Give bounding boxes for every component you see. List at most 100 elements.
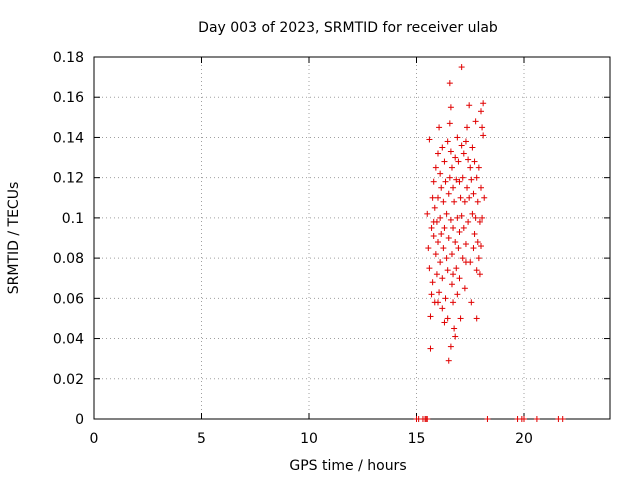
- data-point: [473, 267, 480, 274]
- data-point: [444, 138, 451, 145]
- data-point: [441, 224, 448, 231]
- data-point: [474, 239, 481, 246]
- data-point: [462, 259, 469, 266]
- data-point: [469, 210, 476, 217]
- data-point: [439, 305, 446, 312]
- data-point: [461, 198, 468, 205]
- data-point: [439, 144, 446, 151]
- data-point: [466, 194, 473, 201]
- data-point: [446, 120, 453, 127]
- x-tick-label: 15: [408, 431, 426, 447]
- data-point: [459, 255, 466, 262]
- data-point: [470, 245, 477, 252]
- data-point: [429, 194, 436, 201]
- data-point: [447, 148, 454, 155]
- data-point: [462, 241, 469, 248]
- data-point: [438, 230, 445, 237]
- y-tick-label: 0.14: [53, 130, 84, 146]
- data-point: [436, 124, 443, 131]
- data-point: [521, 416, 527, 422]
- data-point: [443, 255, 450, 262]
- data-point: [441, 158, 448, 165]
- data-point: [479, 124, 486, 131]
- data-point: [451, 198, 458, 205]
- data-point: [455, 158, 462, 165]
- y-tick-label: 0.02: [53, 372, 84, 388]
- data-point: [470, 190, 477, 197]
- data-point: [479, 214, 486, 221]
- data-point: [454, 134, 461, 141]
- x-axis-label: GPS time / hours: [289, 458, 406, 474]
- data-point: [436, 289, 443, 296]
- data-point: [430, 218, 437, 225]
- data-point: [454, 291, 461, 298]
- data-point: [464, 184, 471, 191]
- data-point: [475, 164, 482, 171]
- data-point: [473, 315, 480, 322]
- data-point: [440, 245, 447, 252]
- axis-ticks: [93, 56, 610, 420]
- data-point: [431, 204, 438, 211]
- data-point: [466, 102, 473, 109]
- data-point: [450, 271, 457, 278]
- data-point: [438, 184, 445, 191]
- data-point: [448, 251, 455, 258]
- data-point: [446, 174, 453, 181]
- data-point: [445, 235, 452, 241]
- data-point: [426, 136, 433, 143]
- y-tick-label: 0.1: [62, 211, 84, 227]
- data-point: [452, 154, 459, 161]
- data-point: [448, 281, 455, 288]
- y-tick-labels: 0 0.02 0.04 0.06 0.08 0.1 0.12 0.14 0.16 0.18: [53, 50, 84, 428]
- data-point: [455, 245, 462, 252]
- data-point: [453, 176, 460, 183]
- y-tick-label: 0.18: [53, 50, 84, 66]
- chart-title: Day 003 of 2023, SRMTID for receiver ula…: [198, 20, 498, 36]
- y-tick-label: 0: [75, 412, 84, 428]
- data-point: [450, 224, 457, 231]
- data-point: [448, 164, 455, 171]
- data-point: [445, 190, 452, 197]
- data-point: [456, 178, 463, 185]
- data-point: [456, 228, 463, 235]
- data-point: [447, 343, 454, 350]
- data-point: [456, 275, 463, 282]
- data-point: [462, 138, 469, 145]
- x-tick-label: 20: [515, 431, 533, 447]
- data-point: [439, 275, 446, 282]
- data-point: [481, 194, 488, 201]
- data-point: [478, 108, 484, 115]
- data-point: [442, 295, 449, 302]
- data-point: [468, 299, 475, 306]
- y-axis-label: SRMTID / TECUs: [6, 182, 22, 295]
- data-point: [457, 315, 464, 322]
- data-point: [444, 315, 451, 322]
- data-point: [441, 319, 448, 326]
- data-point: [430, 178, 437, 185]
- data-point: [435, 194, 441, 201]
- y-tick-label: 0.04: [53, 332, 84, 348]
- data-point: [446, 80, 453, 87]
- plot-frame: [93, 56, 611, 420]
- data-point: [465, 156, 472, 163]
- data-point: [476, 271, 483, 278]
- grid-lines: [94, 57, 610, 419]
- data-point: [472, 118, 479, 125]
- data-point: [471, 158, 478, 165]
- data-point: [425, 245, 432, 252]
- data-points: [413, 64, 566, 422]
- data-point: [426, 265, 433, 272]
- data-point: [460, 150, 467, 157]
- data-point: [442, 178, 449, 185]
- data-point: [459, 174, 466, 181]
- data-point: [460, 224, 467, 231]
- data-point: [473, 174, 480, 181]
- data-point: [476, 218, 483, 225]
- data-point: [464, 124, 471, 131]
- data-point: [443, 210, 450, 217]
- y-tick-label: 0.12: [53, 171, 84, 187]
- data-point: [428, 291, 435, 298]
- data-point: [480, 132, 487, 139]
- data-point: [435, 299, 441, 306]
